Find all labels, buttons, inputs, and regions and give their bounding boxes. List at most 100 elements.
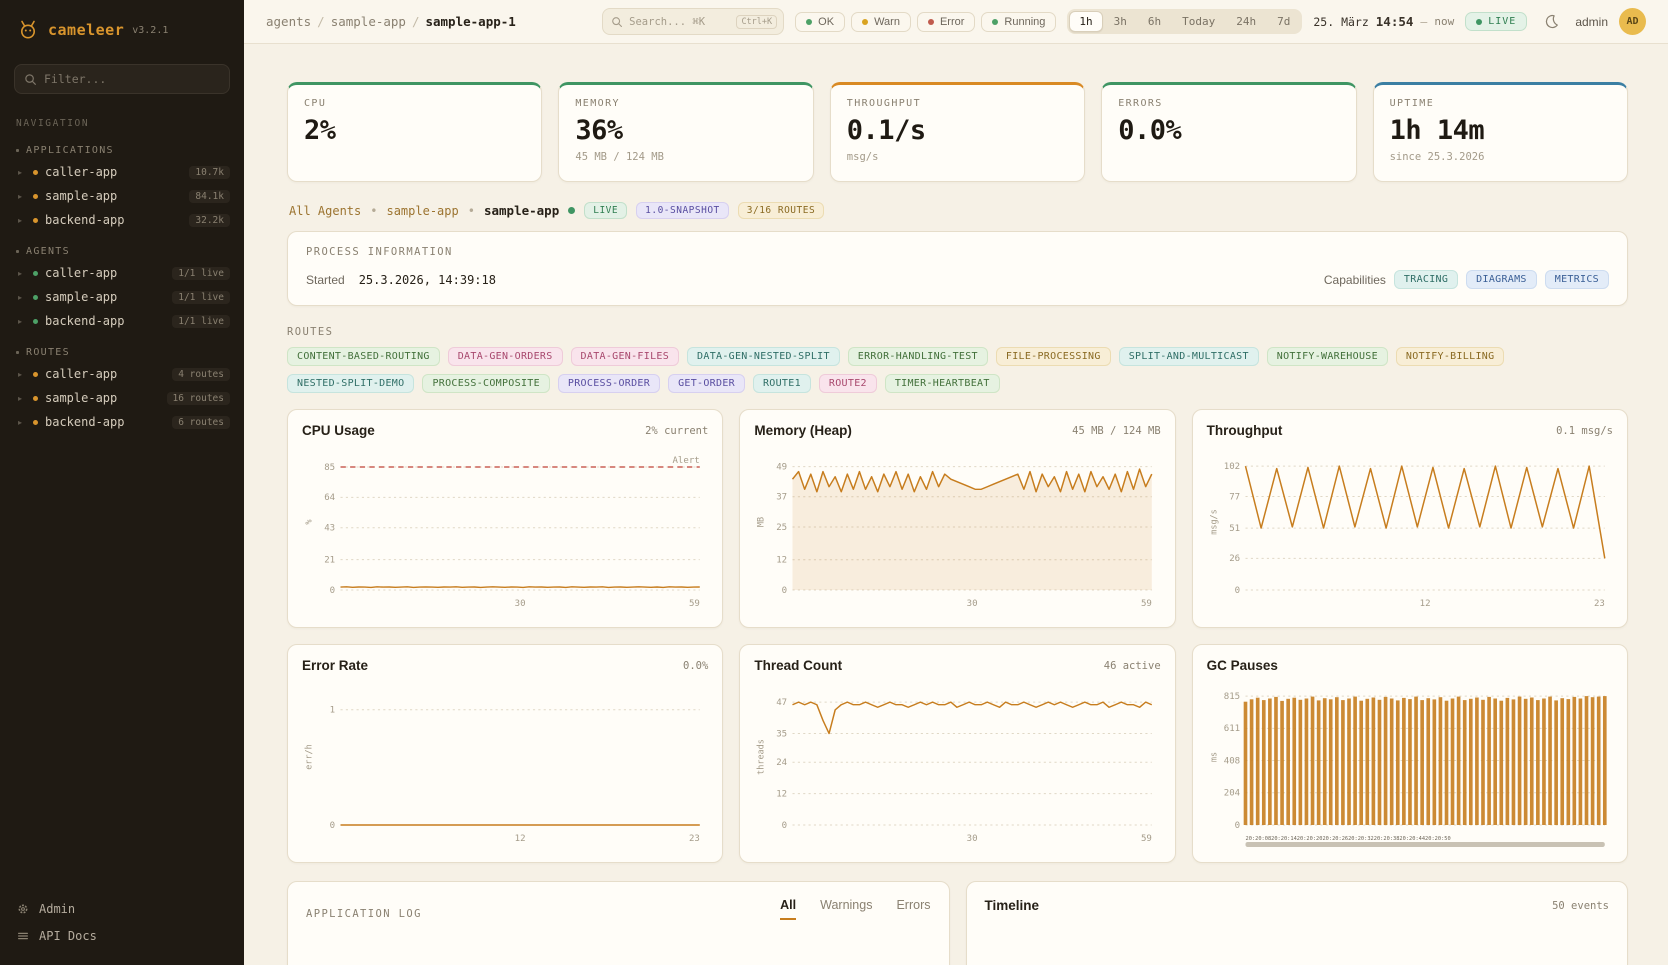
stat-card-errors[interactable]: ERRORS 0.0% — [1101, 82, 1357, 182]
dark-mode-toggle[interactable] — [1538, 9, 1564, 35]
route-chip-data-gen-orders[interactable]: DATA-GEN-ORDERS — [447, 347, 563, 366]
moon-icon — [1545, 14, 1558, 29]
sidebar-item-routes-caller-app[interactable]: ▸ caller-app 4 routes — [0, 362, 244, 386]
user-name[interactable]: admin — [1575, 14, 1608, 29]
app-logo[interactable]: cameleer v3.2.1 — [0, 0, 244, 52]
route-chip-data-gen-files[interactable]: DATA-GEN-FILES — [570, 347, 680, 366]
separator-dot: • — [370, 203, 378, 218]
status-filter-error[interactable]: Error — [916, 11, 976, 32]
time-range-today[interactable]: Today — [1172, 11, 1225, 32]
status-filter-warn[interactable]: Warn — [851, 11, 911, 32]
capability-chip-metrics[interactable]: METRICS — [1544, 270, 1609, 289]
svg-text:59: 59 — [689, 599, 700, 609]
sidebar-item-agent-backend-app[interactable]: ▸ backend-app 1/1 live — [0, 309, 244, 333]
time-range-1h[interactable]: 1h — [1069, 11, 1103, 32]
breadcrumb-sample-app[interactable]: sample-app — [330, 14, 406, 29]
throughput-chart: 102 77 51 26 0 12 23 msg/s — [1209, 462, 1606, 609]
section-agents: AGENTS ▸ caller-app 1/1 live ▸ sample-ap… — [0, 246, 244, 333]
time-label: 14:54 — [1375, 14, 1414, 29]
admin-label: Admin — [39, 902, 76, 916]
app-name: cameleer — [48, 21, 125, 39]
svg-text:0: 0 — [782, 821, 787, 831]
time-range-selector: 1h 3h 6h Today 24h 7d — [1067, 9, 1303, 34]
time-range-3h[interactable]: 3h — [1104, 11, 1137, 32]
route-chip-route1[interactable]: ROUTE1 — [752, 374, 811, 393]
sidebar-item-routes-sample-app[interactable]: ▸ sample-app 16 routes — [0, 386, 244, 410]
filter-label: Warn — [874, 15, 900, 28]
live-status-dot — [568, 207, 576, 214]
sidebar-item-api-docs[interactable]: API Docs — [16, 929, 228, 943]
time-range-24h[interactable]: 24h — [1226, 11, 1266, 32]
tab-warnings[interactable]: Warnings — [820, 898, 873, 912]
route-chip-notify-warehouse[interactable]: NOTIFY-WAREHOUSE — [1266, 347, 1388, 366]
breadcrumb-agents[interactable]: agents — [266, 14, 312, 29]
filter-input[interactable] — [44, 72, 220, 86]
route-chip-process-composite[interactable]: PROCESS-COMPOSITE — [422, 374, 550, 393]
item-badge: 4 routes — [172, 367, 230, 381]
route-chip-content-based-routing[interactable]: CONTENT-BASED-ROUTING — [287, 347, 440, 366]
chevron-right-icon: ▸ — [18, 167, 23, 177]
time-range-6h[interactable]: 6h — [1138, 11, 1171, 32]
capability-chip-tracing[interactable]: TRACING — [1393, 270, 1459, 289]
sidebar-item-admin[interactable]: Admin — [16, 902, 228, 916]
item-label: caller-app — [45, 165, 118, 179]
status-filter-ok[interactable]: OK — [795, 11, 846, 32]
svg-text:204: 204 — [1223, 789, 1239, 799]
global-search[interactable]: Ctrl+K — [602, 8, 785, 35]
time-range-7d[interactable]: 7d — [1267, 11, 1300, 32]
chart-card-gc-pauses: GC Pauses 815 611 408 204 0 ms 20:20:0820:20:1… — [1191, 644, 1628, 863]
search-icon — [25, 73, 36, 85]
svg-text:0: 0 — [782, 586, 787, 596]
stat-label: CPU — [304, 98, 327, 109]
sidebar-item-application-caller-app[interactable]: ▸ caller-app 10.7k — [0, 160, 244, 184]
tab-all[interactable]: All — [780, 898, 797, 920]
sidebar-item-application-backend-app[interactable]: ▸ backend-app 32.2k — [0, 208, 244, 232]
stat-card-uptime[interactable]: UPTIME 1h 14m since 25.3.2026 — [1372, 82, 1628, 182]
live-label: LIVE — [1488, 16, 1517, 27]
thread-count-chart: 47 35 24 12 0 30 59 threads — [757, 698, 1153, 844]
status-filter-running[interactable]: Running — [981, 11, 1057, 32]
all-agents-link[interactable]: All Agents — [289, 203, 362, 218]
chart-current-value: 46 active — [1103, 659, 1161, 672]
agent-breadcrumb-bar: All Agents • sample-app • sample-app LIV… — [289, 202, 1626, 219]
sidebar-item-application-sample-app[interactable]: ▸ sample-app 84.1k — [0, 184, 244, 208]
agent-app-link[interactable]: sample-app — [386, 203, 459, 218]
sidebar-item-agent-caller-app[interactable]: ▸ caller-app 1/1 live — [0, 261, 244, 285]
svg-text:102: 102 — [1223, 462, 1239, 472]
capabilities-label: Capabilities — [1323, 272, 1386, 287]
route-chip-route2[interactable]: ROUTE2 — [818, 374, 877, 393]
avatar[interactable]: AD — [1619, 8, 1646, 35]
section-label-applications: APPLICATIONS — [16, 145, 228, 156]
stat-card-memory[interactable]: MEMORY 36% 45 MB / 124 MB — [558, 82, 814, 182]
route-chip-split-and-multicast[interactable]: SPLIT-AND-MULTICAST — [1118, 347, 1259, 366]
route-chip-timer-heartbeat[interactable]: TIMER-HEARTBEAT — [884, 374, 1000, 393]
svg-text:408: 408 — [1223, 757, 1239, 767]
live-toggle[interactable]: LIVE — [1465, 12, 1528, 31]
chevron-right-icon: ▸ — [18, 393, 23, 403]
time-window-display[interactable]: 25. März 14:54 — now — [1313, 14, 1454, 29]
sidebar-item-routes-backend-app[interactable]: ▸ backend-app 6 routes — [0, 410, 244, 434]
route-chip-nested-split-demo[interactable]: NESTED-SPLIT-DEMO — [287, 374, 415, 393]
route-chip-get-order[interactable]: GET-ORDER — [668, 374, 745, 393]
search-input[interactable] — [629, 15, 731, 28]
route-chip-file-processing[interactable]: FILE-PROCESSING — [995, 347, 1111, 366]
route-chip-process-order[interactable]: PROCESS-ORDER — [557, 374, 661, 393]
capability-chip-diagrams[interactable]: DIAGRAMS — [1466, 270, 1537, 289]
status-dot — [33, 419, 38, 425]
breadcrumb-separator: / — [411, 14, 420, 29]
svg-text:24: 24 — [777, 758, 788, 768]
route-chip-notify-billing[interactable]: NOTIFY-BILLING — [1395, 347, 1505, 366]
search-icon — [612, 16, 623, 27]
route-chip-error-handling-test[interactable]: ERROR-HANDLING-TEST — [847, 347, 988, 366]
route-chip-data-gen-nested-split[interactable]: DATA-GEN-NESTED-SPLIT — [687, 347, 840, 366]
sidebar-filter[interactable] — [14, 64, 230, 94]
chart-card-thread-count: Thread Count 46 active 47 35 24 12 0 30 59 thre… — [739, 644, 1176, 863]
svg-text:err/h: err/h — [304, 744, 314, 770]
stat-card-throughput[interactable]: THROUGHPUT 0.1/s msg/s — [829, 82, 1086, 182]
tab-errors[interactable]: Errors — [896, 898, 931, 912]
stat-card-cpu[interactable]: CPU 2% — [287, 82, 543, 182]
sidebar-item-agent-sample-app[interactable]: ▸ sample-app 1/1 live — [0, 285, 244, 309]
routes-section-title: ROUTES — [287, 326, 334, 338]
charts-grid: CPU Usage 2% current 85 64 43 21 0 30 59% Alert… — [287, 409, 1628, 863]
status-dot — [33, 193, 38, 199]
